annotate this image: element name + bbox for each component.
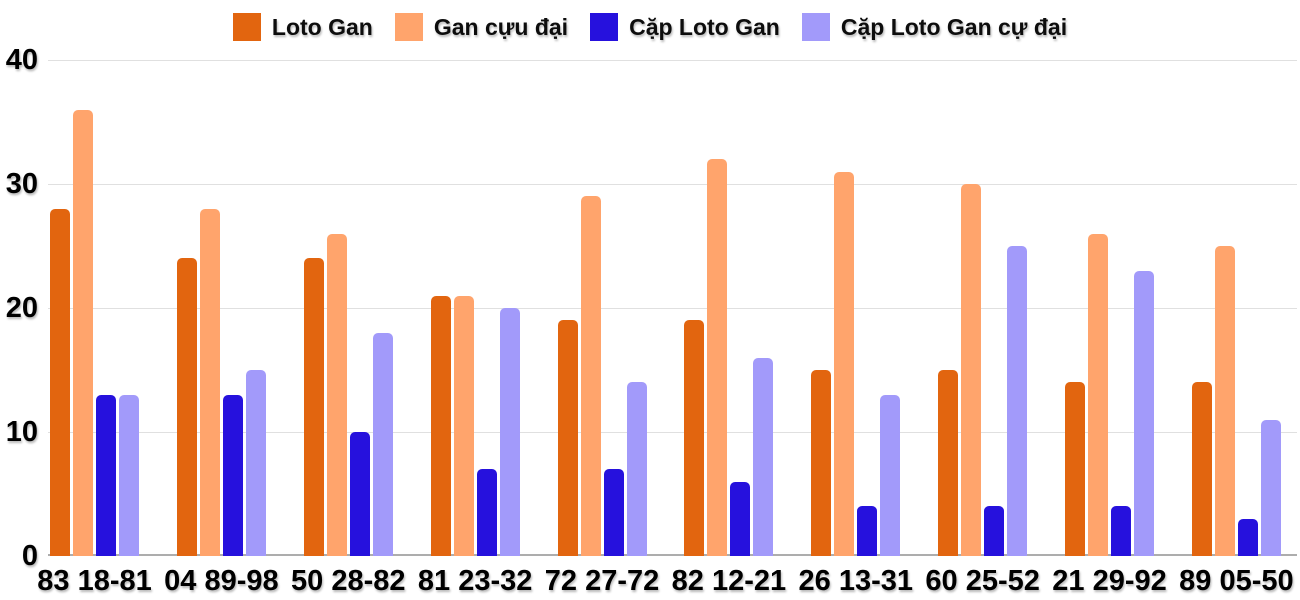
x-axis-category-label: 89 05-50	[1179, 565, 1294, 597]
bar-series-4-cat-4	[499, 308, 520, 556]
chart-legend: Loto Gan Gan cựu đại Cặp Loto Gan Cặp Loto …	[0, 10, 1300, 44]
bar-group-6: 82 12-21	[672, 60, 786, 597]
x-axis-category-label: 72 27-72	[544, 565, 660, 597]
bar-series-3-cat-8	[984, 506, 1005, 556]
bar-series-2-cat-8	[961, 184, 982, 556]
legend-label: Cặp Loto Gan cự đại	[840, 13, 1068, 40]
x-axis-category-label: 04 89-98	[164, 565, 279, 597]
bar-series-2-cat-4	[453, 295, 474, 556]
bar-series-1-cat-1	[50, 208, 70, 556]
legend-item-2: Gan cựu đại	[394, 13, 569, 41]
plot-area: 83 18-81 04 89-98 50 28-82 81 23-32 72 27-72…	[37, 60, 1297, 597]
x-axis-category-label: 50 28-82	[291, 565, 406, 597]
gridline	[48, 60, 1297, 61]
bar-series-1-cat-9	[1065, 382, 1085, 556]
bar-series-4-cat-10	[1260, 419, 1281, 556]
bar-series-1-cat-10	[1191, 382, 1212, 556]
legend-swatch-icon	[394, 13, 423, 41]
x-axis-category-label: 82 12-21	[671, 565, 787, 597]
bar-series-1-cat-6	[684, 320, 705, 556]
bar-series-2-cat-10	[1214, 246, 1235, 556]
y-axis-tick-label: 0	[21, 540, 38, 572]
bar-series-3-cat-6	[730, 481, 751, 556]
bar-series-4-cat-7	[880, 394, 901, 556]
bar-series-4-cat-9	[1134, 270, 1154, 556]
bar-series-3-cat-10	[1237, 518, 1258, 556]
y-axis: 0 10 20 30 40	[0, 45, 38, 571]
bar-series-4-cat-6	[753, 357, 774, 556]
legend-item-1: Loto Gan	[232, 13, 373, 41]
legend-item-3: Cặp Loto Gan	[590, 13, 780, 41]
gridline	[48, 432, 1297, 433]
bar-series-3-cat-4	[476, 469, 497, 556]
bar-series-3-cat-7	[857, 506, 878, 556]
bar-group-8: 60 25-52	[925, 60, 1040, 597]
x-axis-category-label: 21 29-92	[1052, 565, 1167, 597]
bar-series-3-cat-9	[1111, 506, 1131, 556]
bar-group-2: 04 89-98	[164, 60, 279, 597]
bar-series-4-cat-5	[626, 382, 647, 556]
bar-series-1-cat-4	[430, 295, 451, 556]
bar-series-3-cat-1	[96, 394, 116, 556]
y-axis-tick-label: 20	[5, 292, 38, 324]
legend-swatch-icon	[232, 13, 261, 41]
bar-series-3-cat-3	[349, 432, 370, 556]
x-axis-category-label: 26 13-31	[798, 565, 914, 597]
legend-label: Cặp Loto Gan	[629, 13, 780, 40]
x-axis-category-label: 60 25-52	[925, 565, 1040, 597]
bar-series-2-cat-5	[580, 196, 601, 556]
legend-label: Gan cựu đại	[433, 13, 569, 40]
bar-groups: 83 18-81 04 89-98 50 28-82 81 23-32 72 27-72…	[37, 60, 1294, 597]
y-axis-tick-label: 10	[5, 416, 38, 448]
bar-series-2-cat-9	[1088, 233, 1108, 556]
gridline	[48, 308, 1297, 309]
bar-series-4-cat-3	[372, 332, 393, 556]
bar-series-2-cat-1	[73, 109, 93, 556]
bar-group-3: 50 28-82	[291, 60, 406, 597]
bar-series-1-cat-7	[811, 370, 832, 556]
bar-group-9: 21 29-92	[1052, 60, 1167, 597]
bar-group-1: 83 18-81	[37, 60, 152, 597]
bar-series-1-cat-8	[938, 370, 959, 556]
bar-series-2-cat-7	[834, 171, 855, 556]
gridline	[48, 184, 1297, 185]
x-axis-baseline	[48, 554, 1297, 556]
legend-swatch-icon	[801, 13, 830, 41]
bar-group-4: 81 23-32	[418, 60, 532, 597]
bar-group-10: 89 05-50	[1179, 60, 1294, 597]
legend-swatch-icon	[590, 13, 619, 41]
x-axis-category-label: 81 23-32	[417, 565, 533, 597]
bar-series-1-cat-5	[557, 320, 578, 556]
x-axis-category-label: 83 18-81	[37, 565, 152, 597]
bar-series-4-cat-2	[245, 370, 266, 556]
bar-series-3-cat-5	[603, 469, 624, 556]
legend-item-4: Cặp Loto Gan cự đại	[801, 13, 1068, 41]
bar-series-2-cat-2	[199, 208, 220, 556]
bar-series-2-cat-6	[707, 159, 728, 556]
bar-series-3-cat-2	[222, 394, 243, 556]
legend-label: Loto Gan	[271, 13, 373, 40]
bar-series-4-cat-8	[1007, 246, 1028, 556]
bar-series-2-cat-3	[326, 233, 347, 556]
y-axis-tick-label: 40	[5, 44, 38, 76]
y-axis-tick-label: 30	[5, 168, 38, 200]
bar-series-1-cat-3	[303, 258, 324, 556]
bar-group-5: 72 27-72	[545, 60, 659, 597]
bar-series-4-cat-1	[119, 394, 139, 556]
bar-group-7: 26 13-31	[799, 60, 913, 597]
bar-series-1-cat-2	[176, 258, 197, 556]
